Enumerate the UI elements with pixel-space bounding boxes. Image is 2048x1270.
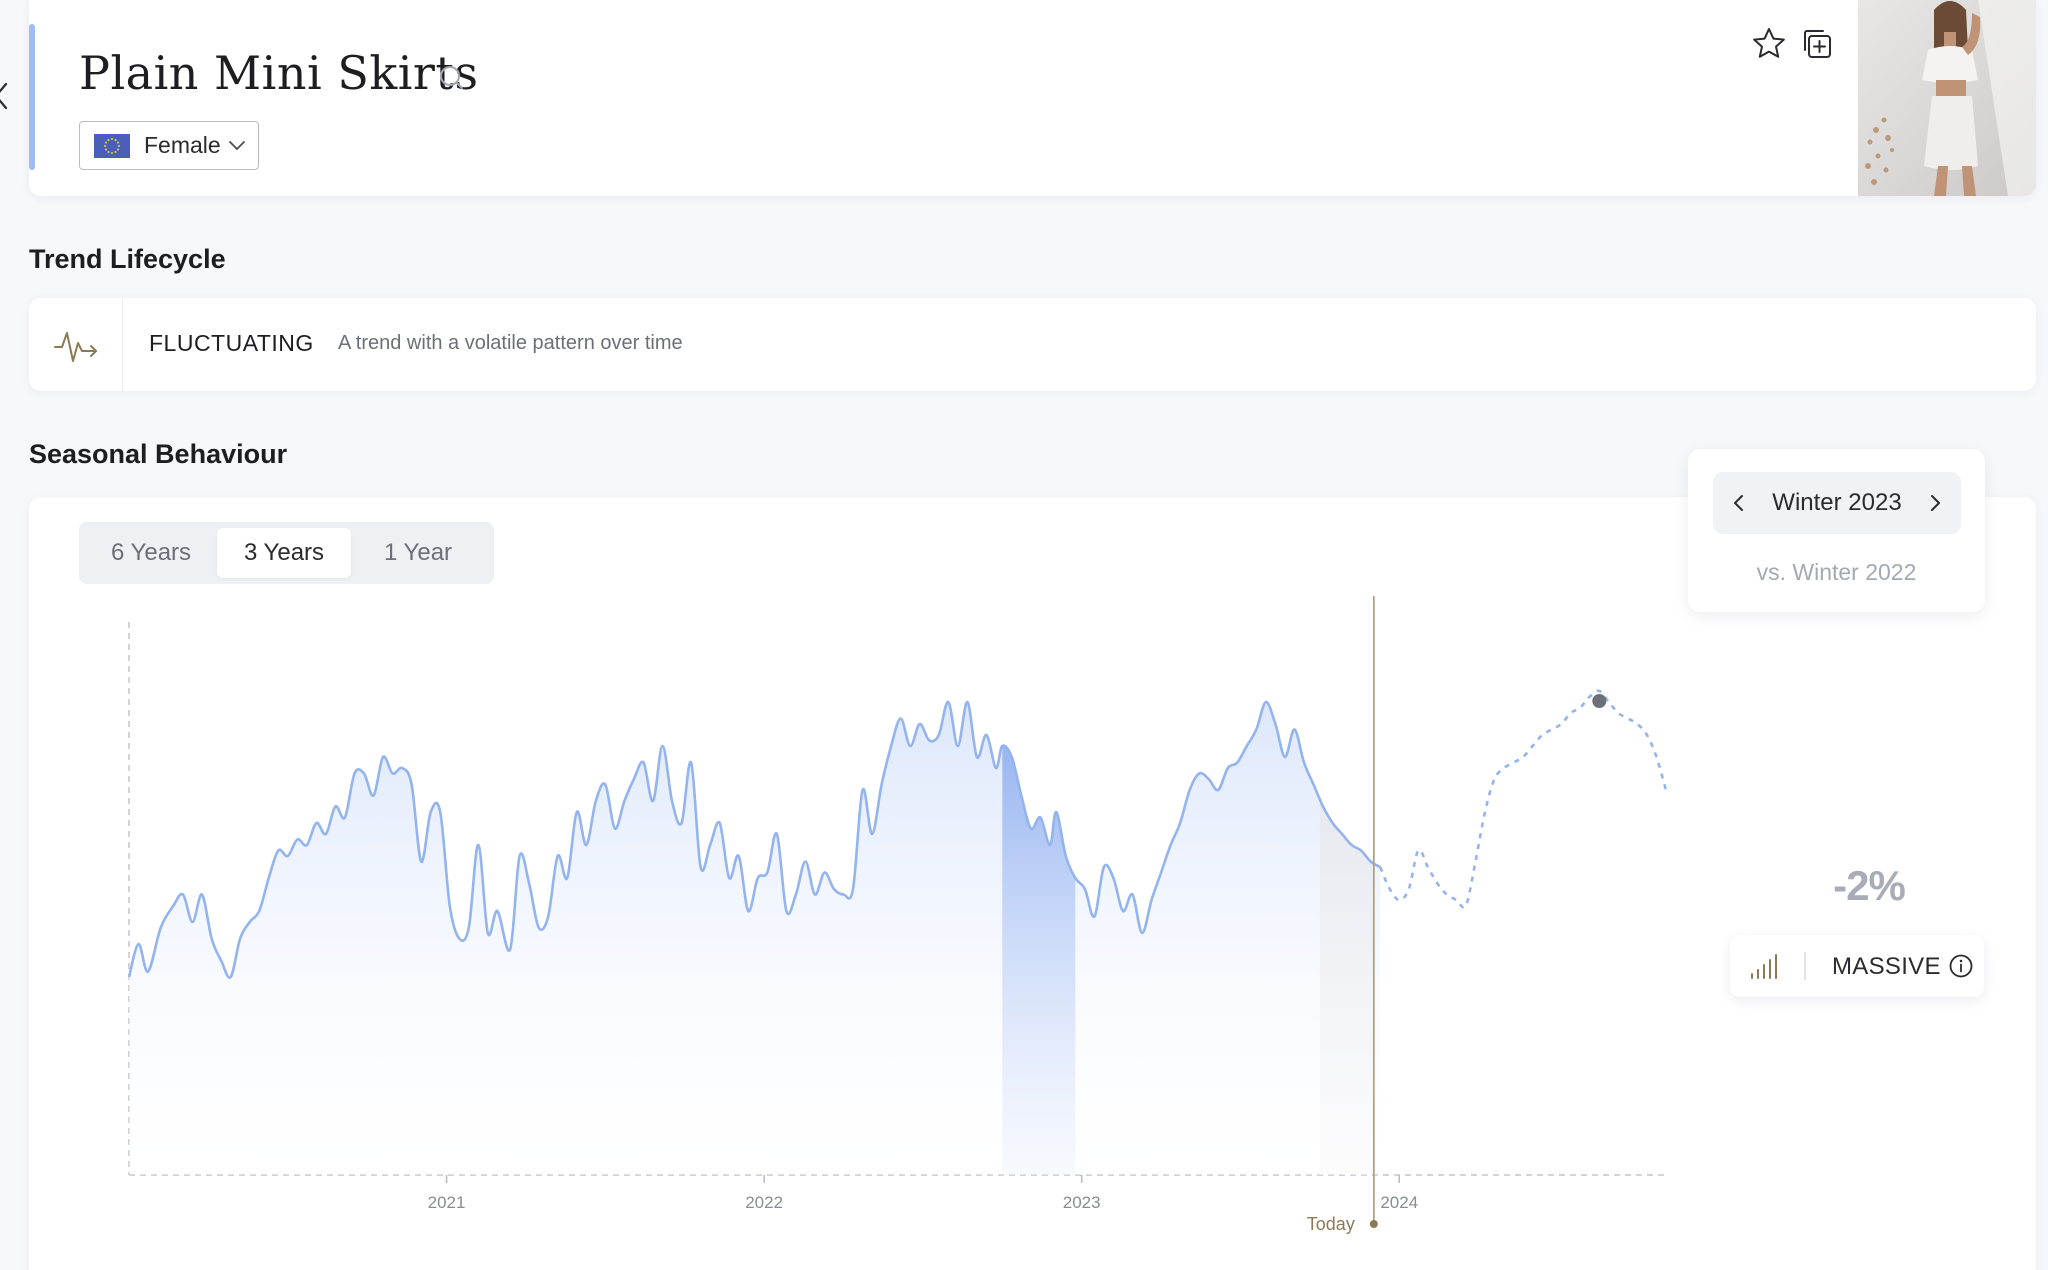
season-label: Winter 2023 bbox=[1772, 489, 1902, 516]
current-season-band bbox=[1319, 799, 1374, 1175]
x-tick-label: 2023 bbox=[1063, 1193, 1101, 1212]
favorite-star-icon[interactable] bbox=[1749, 24, 1789, 64]
info-icon[interactable] bbox=[1948, 953, 1974, 979]
accent-bar bbox=[29, 24, 35, 170]
lifecycle-card: FLUCTUATING A trend with a volatile patt… bbox=[29, 298, 2036, 391]
add-to-collection-icon[interactable] bbox=[1797, 24, 1837, 64]
forecast-peak-dot[interactable] bbox=[1592, 694, 1607, 708]
lifecycle-description: A trend with a volatile pattern over tim… bbox=[338, 332, 683, 354]
chevron-down-icon bbox=[229, 140, 245, 150]
chevron-left-icon[interactable] bbox=[1727, 491, 1751, 515]
lifecycle-icon-cell bbox=[29, 298, 123, 391]
lifecycle-status: FLUCTUATING bbox=[149, 330, 314, 356]
season-navigator: Winter 2023 bbox=[1713, 472, 1961, 534]
season-selector-card: Winter 2023 vs. Winter 2022 bbox=[1688, 449, 1985, 612]
volume-badge: MASSIVE bbox=[1730, 935, 1984, 997]
gender-select-value: Female bbox=[144, 132, 221, 158]
x-tick-label: 2021 bbox=[428, 1193, 466, 1212]
signal-bars-icon bbox=[1751, 954, 1777, 979]
pulse-trend-icon bbox=[53, 331, 97, 362]
eu-flag-icon bbox=[94, 133, 130, 158]
seasonal-behaviour-heading: Seasonal Behaviour bbox=[29, 439, 288, 469]
back-arrow-icon[interactable] bbox=[0, 76, 12, 116]
trend-area bbox=[129, 701, 1381, 1175]
trend-thumbnail-image bbox=[1858, 0, 2036, 196]
badge-divider bbox=[1804, 952, 1806, 980]
gender-region-select[interactable]: Female bbox=[79, 121, 259, 170]
x-tick-label: 2024 bbox=[1380, 1193, 1418, 1212]
tab-3-years[interactable]: 3 Years bbox=[217, 528, 351, 578]
range-tabs: 6 Years 3 Years 1 Year bbox=[79, 522, 494, 584]
today-marker-dot bbox=[1369, 1220, 1378, 1228]
trend-header-card: Plain Mini Skirts Female bbox=[29, 0, 2036, 196]
chevron-right-icon[interactable] bbox=[1923, 491, 1947, 515]
today-label: Today bbox=[1307, 1214, 1355, 1234]
selected-season-highlight bbox=[1002, 745, 1076, 1175]
trend-line bbox=[127, 700, 1381, 979]
percent-change-value: -2% bbox=[1833, 862, 1906, 909]
trend-lifecycle-heading: Trend Lifecycle bbox=[29, 244, 226, 274]
volume-label: MASSIVE bbox=[1832, 953, 1941, 980]
season-comparison: vs. Winter 2022 bbox=[1756, 559, 1917, 585]
forecast-line bbox=[1379, 689, 1668, 909]
search-icon[interactable] bbox=[438, 64, 466, 92]
tab-1-year[interactable]: 1 Year bbox=[383, 539, 453, 566]
x-tick-label: 2022 bbox=[745, 1193, 783, 1212]
tab-6-years[interactable]: 6 Years bbox=[110, 539, 192, 566]
page-title: Plain Mini Skirts bbox=[79, 46, 479, 100]
